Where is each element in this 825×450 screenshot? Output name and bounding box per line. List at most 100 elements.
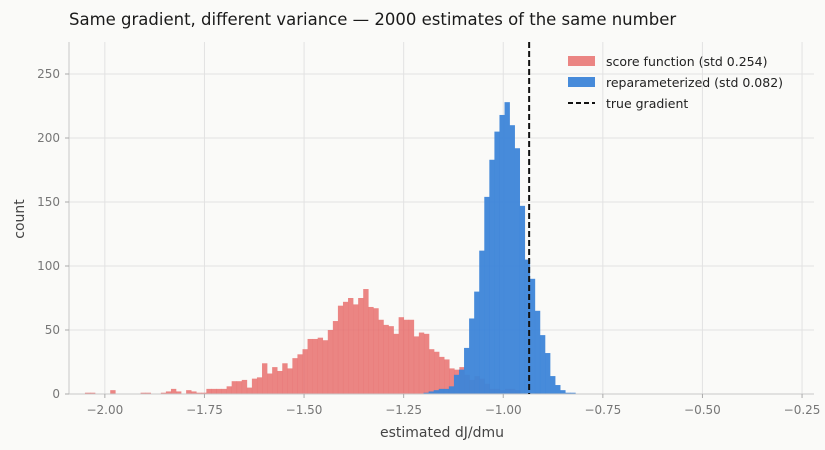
- y-tick-label: 50: [45, 323, 60, 337]
- score-function-bar: [413, 336, 420, 394]
- x-tick-label: −2.00: [86, 403, 123, 417]
- score-function-bar: [282, 363, 288, 394]
- x-tick-label: −1.50: [286, 403, 323, 417]
- reparameterized-bar: [529, 278, 536, 394]
- reparameterized-bar: [458, 369, 465, 394]
- reparameterized-bar: [509, 125, 515, 394]
- score-function-bar: [201, 392, 207, 394]
- score-function-bar: [287, 368, 293, 394]
- reparameterized-bar: [499, 114, 505, 395]
- axis-spines: [68, 42, 814, 395]
- score-function-bar: [297, 354, 303, 394]
- score-function-bar: [176, 391, 182, 394]
- score-function-bar: [322, 340, 329, 394]
- score-function-bar: [211, 388, 217, 394]
- score-function-bar: [439, 356, 445, 394]
- reparameterized-bar: [514, 148, 521, 394]
- score-function-bar: [368, 306, 374, 394]
- score-function-bar: [393, 333, 399, 394]
- score-function-bar: [398, 317, 404, 394]
- score-function-bar: [160, 392, 167, 394]
- y-tick-label: 150: [37, 195, 60, 209]
- score-function-bar: [221, 388, 227, 394]
- chart-title: Same gradient, different variance — 2000…: [69, 10, 676, 29]
- score-function-bar: [327, 330, 334, 394]
- reparameterized-bar: [443, 388, 450, 394]
- x-tick-label: −1.25: [385, 403, 422, 417]
- x-axis-ticks: −2.00 −1.75 −1.50 −1.25 −1.00 −0.75 −0.50 −0.25: [86, 394, 820, 417]
- score-function-bar: [348, 298, 354, 394]
- x-tick-label: −0.50: [684, 403, 721, 417]
- score-function-bar: [170, 388, 177, 394]
- reparameterized-bar: [560, 390, 566, 394]
- score-function-bar: [251, 378, 258, 394]
- reparameterized-bar: [474, 291, 480, 394]
- score-function-bar: [418, 332, 425, 394]
- reparameterized-bar: [423, 392, 429, 394]
- score-function-bar: [363, 289, 369, 394]
- score-function-bar: [358, 298, 364, 394]
- score-function-bar: [140, 392, 146, 394]
- reparameterized-bar: [433, 390, 440, 394]
- score-function-bar: [388, 326, 394, 394]
- reparameterized-bar: [519, 205, 526, 394]
- y-tick-label: 200: [37, 131, 60, 145]
- reparameterized-bar: [479, 250, 485, 394]
- score-function-bar: [307, 338, 313, 394]
- score-function-bar: [403, 319, 410, 394]
- reparameterized-bar: [469, 318, 475, 394]
- score-function-bar: [267, 373, 273, 394]
- score-function-bar: [423, 333, 430, 394]
- x-tick-label: −0.75: [584, 403, 621, 417]
- x-axis-label: estimated dJ/dmu: [380, 425, 504, 441]
- reparameterized-bar: [489, 159, 495, 394]
- score-function-bar: [110, 390, 116, 394]
- score-function-bar: [312, 338, 318, 394]
- legend-label-true-gradient: true gradient: [606, 96, 688, 111]
- score-function-bar: [383, 324, 389, 394]
- reparameterized-bar: [484, 196, 490, 394]
- score-function-bar: [256, 377, 263, 394]
- y-tick-label: 250: [37, 67, 60, 81]
- reparameterized-bar: [539, 335, 546, 394]
- score-function-bar: [231, 381, 238, 394]
- reparameterized-bar: [545, 353, 551, 394]
- legend-label-reparameterized: reparameterized (std 0.082): [606, 75, 783, 90]
- score-function-bar: [449, 368, 455, 394]
- score-function-bar: [246, 387, 253, 394]
- score-function-bar: [206, 388, 212, 394]
- x-tick-label: −0.25: [784, 403, 821, 417]
- series-reparameterized: [423, 102, 576, 395]
- x-tick-label: −1.00: [485, 403, 522, 417]
- score-function-bar: [89, 392, 96, 394]
- score-function-bar: [191, 391, 197, 394]
- y-axis-ticks: 0 50 100 150 200 250: [37, 67, 69, 401]
- reparameterized-bar: [453, 374, 460, 394]
- score-function-bar: [292, 358, 298, 394]
- reparameterized-bar: [565, 392, 571, 394]
- reparameterized-bar: [464, 347, 470, 394]
- score-function-bar: [353, 304, 359, 394]
- score-function-bar: [277, 370, 283, 394]
- score-function-bar: [434, 351, 440, 394]
- score-function-bar: [216, 388, 222, 394]
- score-function-bar: [272, 367, 278, 394]
- x-tick-label: −1.75: [186, 403, 223, 417]
- score-function-bar: [332, 321, 339, 394]
- y-axis-label: count: [12, 199, 28, 239]
- score-function-bar: [373, 308, 379, 394]
- legend: score function (std 0.254) reparameteriz…: [568, 54, 783, 111]
- score-function-bar: [145, 392, 152, 394]
- score-function-bar: [444, 359, 450, 394]
- score-function-bar: [236, 381, 243, 394]
- reparameterized-bar: [550, 376, 556, 394]
- reparameterized-bar: [534, 310, 541, 394]
- score-function-bar: [378, 319, 384, 394]
- score-function-bar: [302, 349, 308, 394]
- reparameterized-bar: [494, 131, 500, 394]
- score-function-bar: [165, 391, 172, 394]
- reparameterized-bar: [428, 391, 434, 394]
- score-function-bar: [262, 363, 268, 394]
- reparameterized-bar: [524, 259, 531, 394]
